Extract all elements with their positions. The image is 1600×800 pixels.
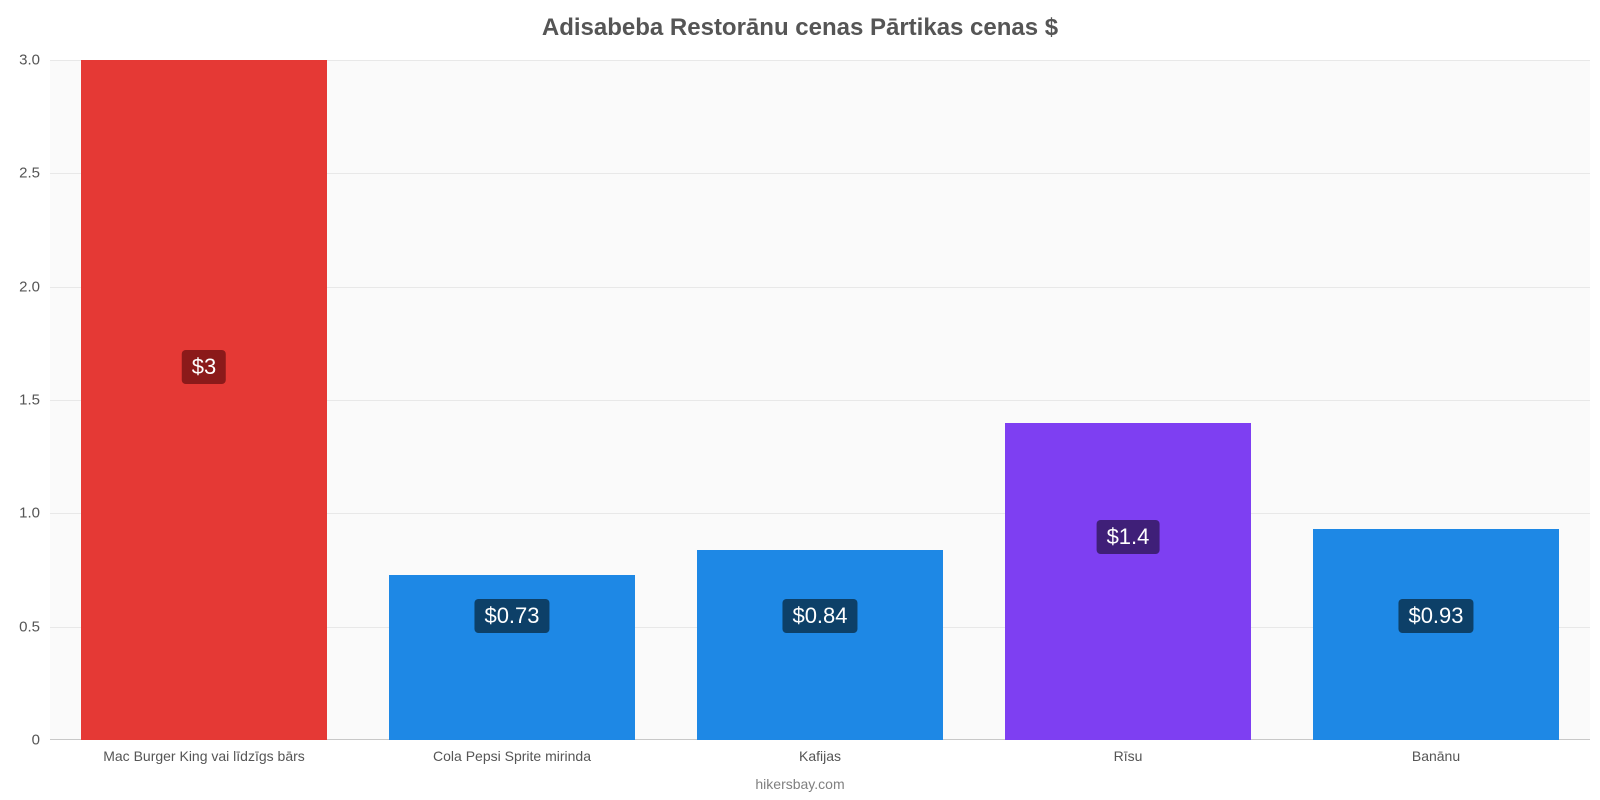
y-tick-label: 0.5 xyxy=(19,618,50,635)
x-category-label: Rīsu xyxy=(1114,740,1143,764)
plot-area: 00.51.01.52.02.53.0$3Mac Burger King vai… xyxy=(50,60,1590,740)
y-tick-label: 0 xyxy=(32,732,50,749)
y-tick-label: 2.0 xyxy=(19,278,50,295)
bar-value-label: $0.84 xyxy=(782,599,857,633)
bar-value-label: $3 xyxy=(182,350,226,384)
bar: $0.93 xyxy=(1313,529,1559,740)
y-tick-label: 1.5 xyxy=(19,392,50,409)
x-category-label: Banānu xyxy=(1412,740,1460,764)
bar: $0.84 xyxy=(697,550,943,740)
credit-text: hikersbay.com xyxy=(755,776,844,792)
bar-value-label: $0.93 xyxy=(1398,599,1473,633)
y-tick-label: 1.0 xyxy=(19,505,50,522)
x-category-label: Mac Burger King vai līdzīgs bārs xyxy=(103,740,305,764)
price-bar-chart: Adisabeba Restorānu cenas Pārtikas cenas… xyxy=(0,0,1600,800)
bar: $1.4 xyxy=(1005,423,1251,740)
bar-value-label: $1.4 xyxy=(1097,520,1160,554)
y-tick-label: 3.0 xyxy=(19,52,50,69)
chart-title: Adisabeba Restorānu cenas Pārtikas cenas… xyxy=(0,14,1600,42)
x-category-label: Cola Pepsi Sprite mirinda xyxy=(433,740,591,764)
bar: $3 xyxy=(81,60,327,740)
bar-value-label: $0.73 xyxy=(474,599,549,633)
y-tick-label: 2.5 xyxy=(19,165,50,182)
x-category-label: Kafijas xyxy=(799,740,841,764)
bar: $0.73 xyxy=(389,575,635,740)
